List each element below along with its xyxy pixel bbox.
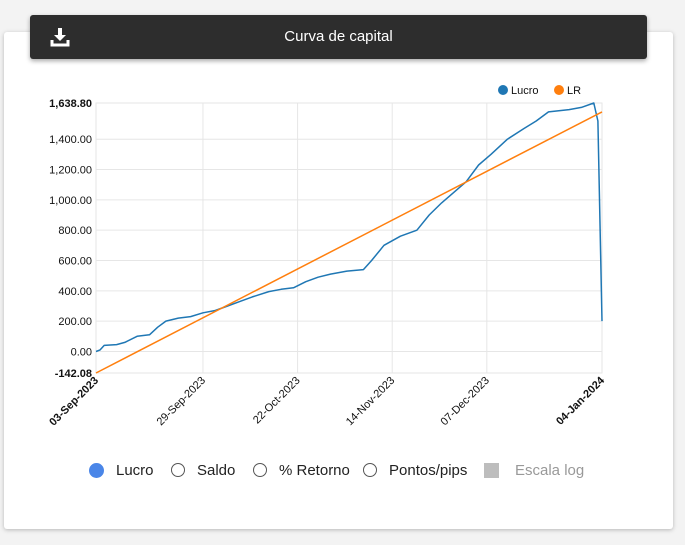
x-tick-label: 07-Dec-2023	[438, 375, 491, 428]
radio-saldo[interactable]	[171, 463, 185, 477]
radio-lucro[interactable]	[89, 462, 104, 478]
x-tick-label: 03-Sep-2023	[47, 375, 101, 429]
x-tick-label: 04-Jan-2024	[554, 374, 608, 428]
chart-header: Curva de capital	[30, 15, 647, 59]
radio-retorno[interactable]	[253, 463, 267, 477]
option-lucro-label: Lucro	[116, 461, 154, 479]
option-retorno[interactable]: % Retorno	[253, 458, 350, 482]
plot-area	[95, 102, 603, 374]
chart-card	[4, 32, 673, 529]
chart-title: Curva de capital	[284, 28, 393, 45]
x-tick-label: 29-Sep-2023	[155, 375, 208, 428]
y-tick-label: 600.00	[58, 255, 92, 267]
y-tick-label: -142.08	[55, 368, 92, 380]
log-scale-toggle[interactable]: Escala log	[484, 458, 584, 482]
y-tick-label: 1,400.00	[49, 134, 92, 146]
option-lucro[interactable]: Lucro	[89, 458, 154, 482]
y-tick-label: 400.00	[58, 286, 92, 298]
series-line-lr	[95, 111, 603, 374]
y-tick-label: 800.00	[58, 225, 92, 237]
option-pontos-pips-label: Pontos/pips	[389, 461, 468, 479]
y-tick-label: 200.00	[58, 316, 92, 328]
x-tick-label: 22-Oct-2023	[251, 375, 303, 427]
legend-label-lucro: Lucro	[511, 85, 539, 97]
radio-pontos-pips[interactable]	[363, 463, 377, 477]
option-pontos-pips[interactable]: Pontos/pips	[363, 458, 467, 482]
legend-marker-lr	[554, 85, 564, 95]
legend-marker-lucro	[498, 85, 508, 95]
log-scale-checkbox[interactable]	[484, 462, 499, 478]
log-scale-label: Escala log	[515, 461, 585, 479]
option-saldo-label: Saldo	[197, 461, 236, 479]
x-tick-label: 14-Nov-2023	[344, 375, 397, 428]
legend-label-lr: LR	[567, 85, 581, 97]
download-icon[interactable]	[50, 27, 70, 47]
y-tick-label: 1,000.00	[49, 195, 92, 207]
option-retorno-label: % Retorno	[279, 461, 350, 479]
series-line-lucro	[95, 102, 603, 353]
option-saldo[interactable]: Saldo	[171, 458, 235, 482]
y-tick-label: 1,200.00	[49, 165, 92, 177]
y-tick-label: 1,638.80	[49, 98, 92, 110]
chart-controls: Lucro Saldo % Retorno Pontos/pips Escala…	[0, 458, 685, 482]
y-tick-label: 0.00	[71, 346, 92, 358]
